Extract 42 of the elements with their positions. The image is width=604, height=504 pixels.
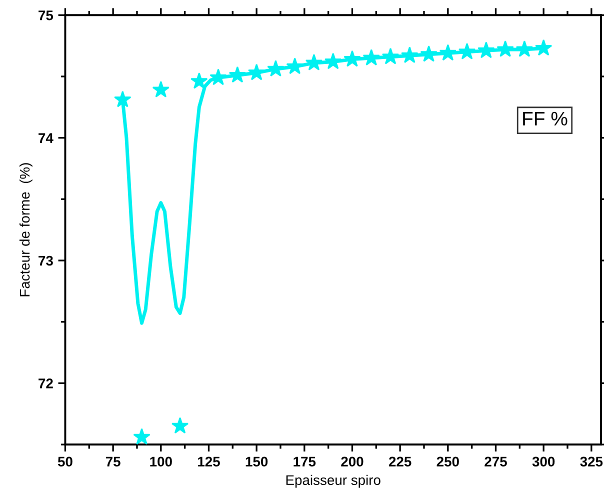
- x-tick-label: 50: [58, 456, 72, 467]
- x-tick-label: 150: [246, 456, 268, 467]
- x-axis-title: Epaisseur spiro: [286, 474, 380, 488]
- point: [401, 46, 418, 64]
- point: [305, 54, 323, 70]
- x-tick-label: 100: [150, 456, 172, 467]
- point: [114, 90, 132, 108]
- point: [496, 40, 514, 57]
- x-tick-label: 250: [436, 456, 459, 467]
- point: [344, 50, 361, 67]
- point: [420, 45, 438, 62]
- x-tick-label: 200: [341, 456, 364, 467]
- point: [478, 42, 495, 58]
- x-tick-label: 175: [294, 456, 316, 467]
- point: [516, 40, 534, 57]
- point: [171, 417, 189, 434]
- point: [534, 39, 552, 56]
- y-tick-label: 73: [38, 256, 53, 266]
- x-tick-label: 225: [388, 456, 412, 467]
- point: [133, 428, 150, 445]
- y-axis-title: Facteur de forme (%): [19, 163, 32, 296]
- x-tick-label: 75: [106, 456, 120, 467]
- point: [248, 64, 266, 80]
- point: [228, 66, 246, 83]
- point: [190, 72, 208, 89]
- y-tick-label: 75: [38, 10, 54, 20]
- y-tick-label: 74: [38, 133, 54, 143]
- point: [382, 48, 400, 64]
- point: [210, 68, 227, 86]
- point: [152, 80, 170, 98]
- point: [362, 49, 380, 66]
- point: [267, 60, 284, 77]
- x-tick-label: 125: [198, 456, 220, 467]
- point: [286, 58, 304, 74]
- x-tick-label: 325: [580, 456, 603, 467]
- x-tick-label: 300: [532, 456, 555, 467]
- y-tick-label: 72: [38, 378, 53, 388]
- x-tick-label: 275: [484, 456, 507, 467]
- point: [439, 44, 457, 61]
- annotation: FF %: [523, 112, 568, 126]
- point: [324, 52, 342, 70]
- point: [458, 42, 476, 60]
